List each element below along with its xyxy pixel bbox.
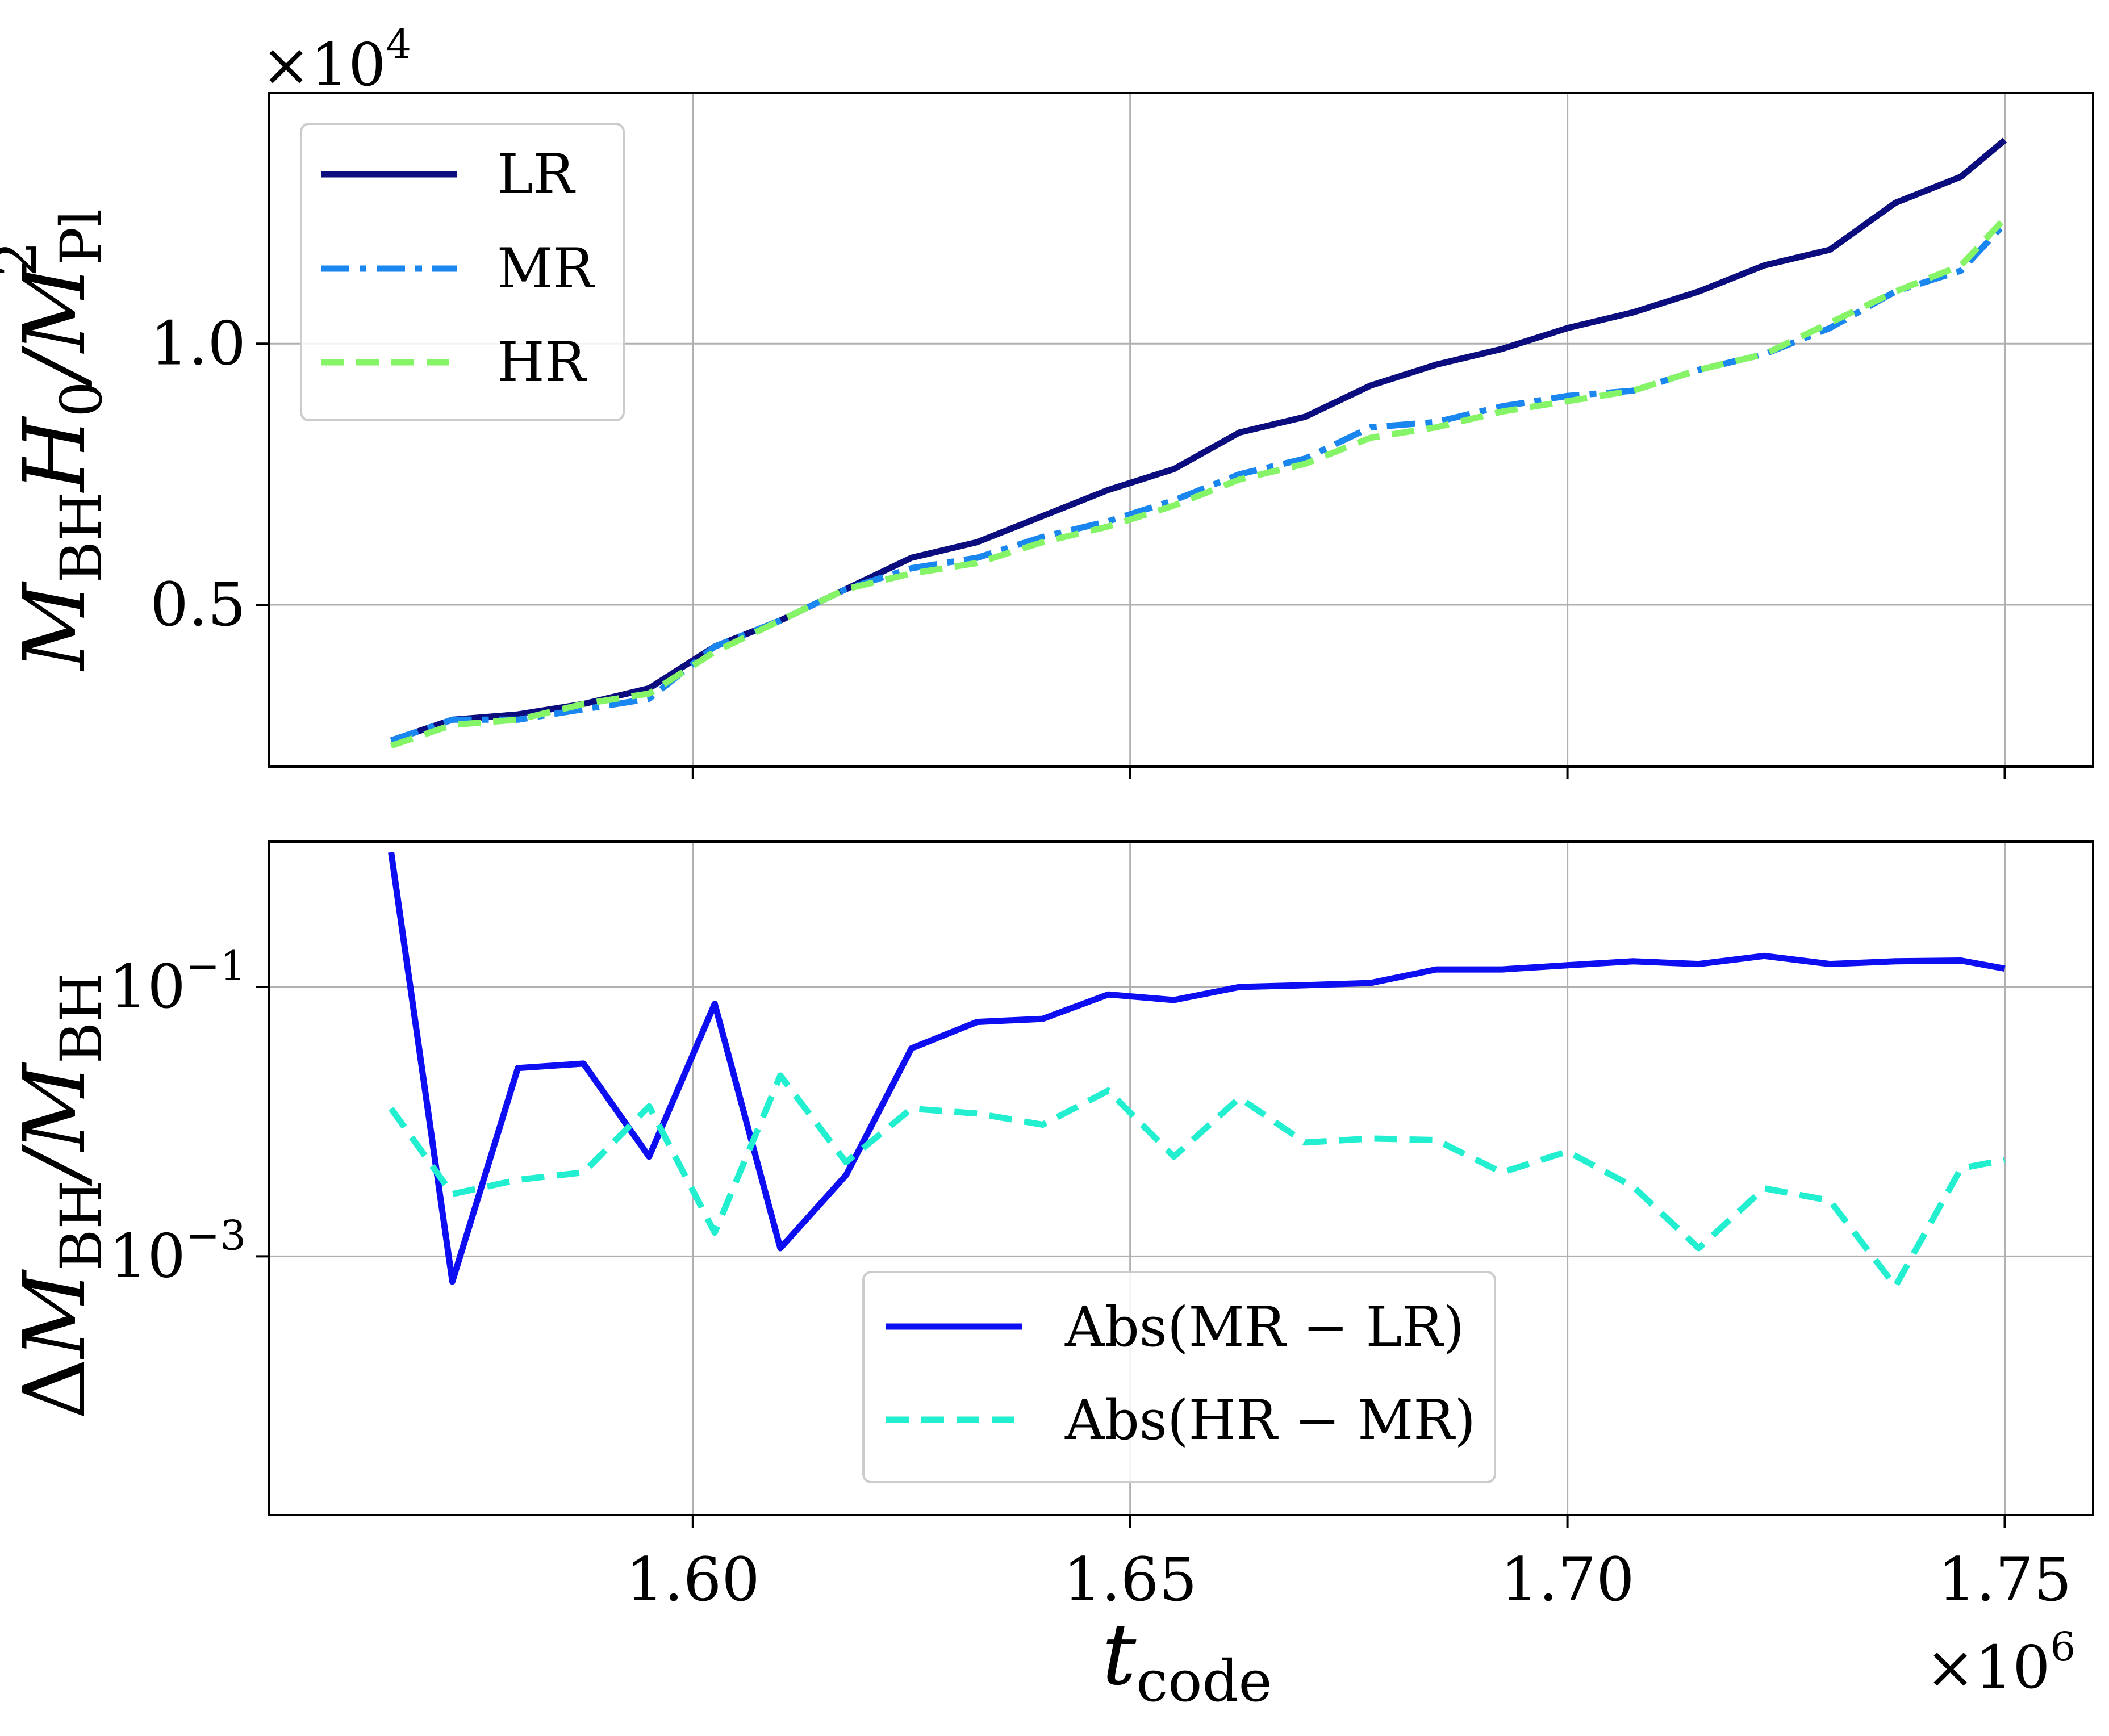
top-y-tick-label-0: 0.5 [150,570,246,639]
top-y-offset-base: ×10 [261,30,386,99]
top-ylabel-m: M [6,581,105,672]
legend-abs-hr-mr-label: Abs(HR − MR) [1064,1388,1476,1452]
xlabel-sub-code: code [1136,1648,1272,1714]
x-tick-label-1: 1.65 [1063,1545,1197,1614]
bottom-ylabel-m: M [6,1269,105,1360]
top-legend-box [300,123,625,421]
top-y-offset-exp: 4 [386,21,411,68]
bottom-y-axis-label: ΔMBH/MBH [6,973,115,1420]
top-panel: 0.5 1.0 ×104 MBHH0/MPl2 LR MR HR [0,21,2094,779]
top-plot-frame [268,92,2094,768]
top-series-line-0 [390,137,2007,744]
top-ylabel-sub-pl: Pl [48,209,115,265]
legend-abs-mr-lr-label: Abs(MR − LR) [1064,1295,1464,1359]
bottom-series [388,852,2006,1290]
bottom-plot-frame [268,840,2094,1516]
x-tick-label-2: 1.70 [1501,1545,1635,1614]
top-series [390,137,2007,749]
x-tick-label-0: 1.60 [626,1545,760,1614]
bottom-series-line-1 [389,1072,2006,1290]
x-offset-label: ×106 [1926,1624,2075,1702]
top-ylabel-sub-bh: BH [48,492,115,583]
x-tick-label-3: 1.75 [1937,1545,2072,1614]
top-y-offset-label: ×104 [261,21,411,99]
top-series-line-2 [390,216,2007,749]
legend-lr-label: LR [497,143,576,206]
bottom-ylabel-slash-m: /M [6,1062,105,1187]
top-ylabel-slash-m: /M [6,263,105,388]
bottom-ticks: 1.60 1.65 1.70 1.75 10−3 10−1 [109,942,2072,1614]
top-legend: LR MR HR [300,123,625,421]
x-offset-exp: 6 [2050,1624,2075,1670]
bottom-legend: Abs(MR − LR) Abs(HR − MR) [862,1271,1496,1483]
top-ylabel-sub-0: 0 [48,381,115,417]
top-ylabel-sup-2: 2 [0,241,49,277]
xlabel-t: t [1102,1605,1137,1704]
x-offset-base: ×10 [1926,1633,2050,1702]
x-axis-label: tcode [1102,1605,1272,1714]
bottom-ylabel-sub-bh2: BH [48,973,115,1064]
top-y-tick-label-1: 1.0 [150,308,246,378]
legend-hr-label: HR [497,331,587,394]
bottom-ylabel-delta: Δ [6,1358,105,1420]
legend-mr-label: MR [497,237,595,300]
top-ticks: 0.5 1.0 [150,308,2006,779]
bottom-ylabel-sub-bh: BH [48,1179,115,1271]
bottom-grid [269,842,2093,1515]
top-y-axis-label: MBHH0/MPl2 [0,209,115,672]
top-ylabel-h: H [6,416,105,493]
bottom-y-tick-label-0: 10−3 [109,1211,246,1291]
bottom-y-tick-label-1: 10−1 [109,942,246,1022]
